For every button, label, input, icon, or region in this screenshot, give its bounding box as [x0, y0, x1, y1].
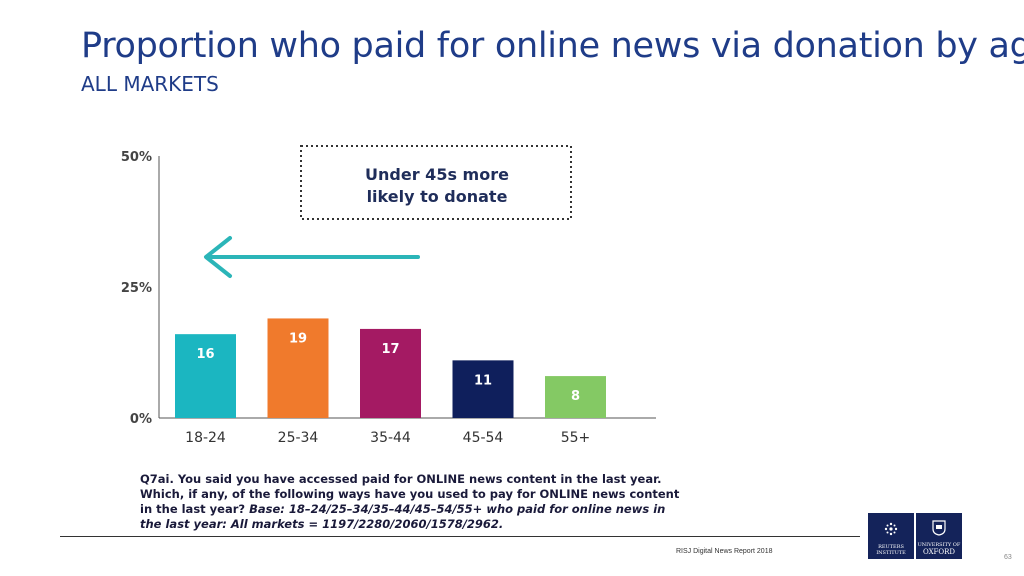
oxford-crest-icon [932, 513, 946, 542]
bar-value-label: 17 [381, 342, 399, 357]
bar [175, 334, 236, 418]
bar [360, 328, 421, 418]
page-number: 63 [1004, 554, 1012, 561]
x-tick-label: 55+ [561, 430, 591, 446]
x-tick-label: 18-24 [185, 430, 226, 446]
annotation-text-line2: likely to donate [367, 187, 508, 206]
question-base: Base: 18–24/25–34/35–44/45–54/55+ who pa… [140, 502, 666, 531]
bar-value-label: 19 [289, 331, 307, 346]
bar [452, 360, 514, 418]
bar-value-label: 11 [474, 373, 492, 388]
arrow-head-icon [204, 236, 232, 278]
bar-value-label: 16 [196, 347, 214, 362]
question-note: Q7ai. You said you have accessed paid fo… [140, 472, 680, 532]
question-id: Q7ai. [140, 472, 174, 486]
annotation-text-line1: Under 45s more [365, 165, 509, 184]
y-tick-label: 50% [121, 150, 152, 165]
y-tick-label: 0% [130, 412, 152, 427]
bar [545, 376, 606, 418]
y-tick-label: 25% [121, 281, 152, 296]
bar [267, 318, 329, 418]
bar-value-label: 8 [571, 389, 580, 404]
footer-divider [60, 536, 860, 537]
x-tick-label: 25-34 [278, 430, 319, 446]
question-text: You said you have accessed paid for ONLI… [140, 472, 680, 516]
page-title: Proportion who paid for online news via … [81, 26, 1024, 66]
reuters-institute-logo: REUTERS INSTITUTE [868, 513, 914, 559]
oxford-university-logo: UNIVERSITY OF OXFORD [916, 513, 962, 559]
x-tick-label: 35-44 [370, 430, 411, 446]
x-tick-label: 45-54 [463, 430, 504, 446]
page-subtitle: ALL MARKETS [81, 72, 219, 96]
reuters-dots-icon [883, 513, 899, 544]
footer-source: RISJ Digital News Report 2018 [676, 548, 773, 555]
annotation-box [300, 145, 572, 220]
